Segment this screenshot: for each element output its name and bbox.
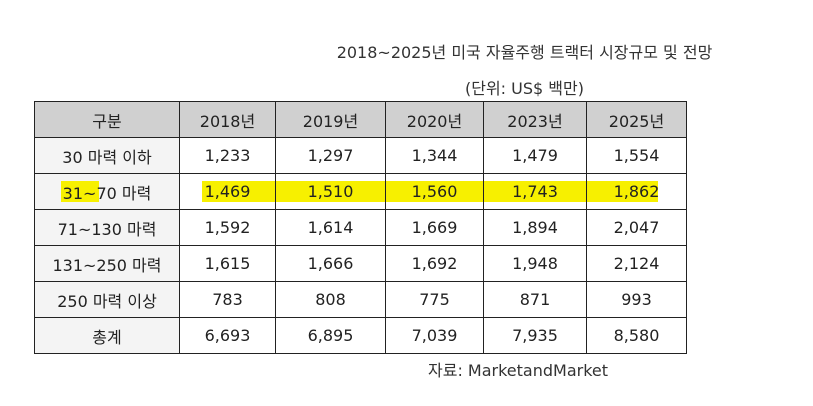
row-label-text: 31~70 마력 [62, 183, 152, 203]
highlight-mark [276, 181, 385, 202]
header-category: 구분 [34, 101, 180, 138]
cell-text: 1,469 [204, 182, 251, 201]
total-row: 총계 6,693 6,895 7,039 7,935 8,580 [34, 317, 687, 354]
table-cell: 808 [275, 281, 386, 318]
table-row: 250 마력 이상 783 808 775 871 993 [34, 281, 687, 318]
table-cell: 783 [179, 281, 276, 318]
table-cell: 6,895 [275, 317, 386, 354]
table-cell: 1,592 [179, 209, 276, 246]
table-cell: 1,233 [179, 137, 276, 174]
table-cell: 1,862 [586, 173, 687, 210]
table-cell: 871 [483, 281, 587, 318]
header-2019: 2019년 [275, 101, 386, 138]
cell-text: 1,510 [307, 182, 354, 201]
table-cell: 1,344 [385, 137, 484, 174]
table-cell: 8,580 [586, 317, 687, 354]
table-cell: 1,297 [275, 137, 386, 174]
table-cell: 1,669 [385, 209, 484, 246]
table-cell: 1,615 [179, 245, 276, 282]
source-note: 자료: MarketandMarket [428, 361, 609, 380]
table-row: 30 마력 이하 1,233 1,297 1,344 1,479 1,554 [34, 137, 687, 174]
table-title: 2018~2025년 미국 자율주행 트랙터 시장규모 및 전망 [336, 43, 713, 62]
table-cell: 1,614 [275, 209, 386, 246]
row-label: 71~130 마력 [34, 209, 180, 246]
table-cell: 7,039 [385, 317, 484, 354]
row-label: 131~250 마력 [34, 245, 180, 282]
table-row: 131~250 마력 1,615 1,666 1,692 1,948 2,124 [34, 245, 687, 282]
table-cell: 1,554 [586, 137, 687, 174]
table-cell: 993 [586, 281, 687, 318]
table-cell: 1,510 [275, 173, 386, 210]
row-label: 31~70 마력 [34, 173, 180, 210]
table-cell: 775 [385, 281, 484, 318]
table-cell: 1,666 [275, 245, 386, 282]
table-row: 71~130 마력 1,592 1,614 1,669 1,894 2,047 [34, 209, 687, 246]
table-cell: 2,124 [586, 245, 687, 282]
header-row: 구분 2018년 2019년 2020년 2023년 2025년 [34, 101, 687, 138]
table-row-highlighted: 31~70 마력 1,469 1,510 1,560 1,743 1,862 [34, 173, 687, 210]
row-label: 250 마력 이상 [34, 281, 180, 318]
table-cell: 1,692 [385, 245, 484, 282]
table-cell: 1,948 [483, 245, 587, 282]
table-cell: 1,743 [483, 173, 587, 210]
cell-text: 1,560 [411, 182, 458, 201]
header-2023: 2023년 [483, 101, 587, 138]
table-cell: 1,479 [483, 137, 587, 174]
highlight-mark [587, 181, 658, 202]
row-label: 30 마력 이하 [34, 137, 180, 174]
cell-text: 1,862 [613, 182, 660, 201]
highlight-mark [386, 181, 483, 202]
market-size-table: 구분 2018년 2019년 2020년 2023년 2025년 30 마력 이… [34, 101, 687, 354]
table-cell: 1,894 [483, 209, 587, 246]
highlight-mark [61, 181, 99, 202]
unit-label: (단위: US$ 백만) [465, 79, 584, 98]
total-label: 총계 [34, 317, 180, 354]
table-cell: 7,935 [483, 317, 587, 354]
header-2025: 2025년 [586, 101, 687, 138]
highlight-mark [202, 181, 275, 202]
table-cell: 2,047 [586, 209, 687, 246]
cell-text: 1,743 [512, 182, 558, 201]
header-2020: 2020년 [385, 101, 484, 138]
table-cell: 1,469 [179, 173, 276, 210]
header-2018: 2018년 [179, 101, 276, 138]
highlight-mark [484, 181, 586, 202]
table-cell: 1,560 [385, 173, 484, 210]
table-cell: 6,693 [179, 317, 276, 354]
